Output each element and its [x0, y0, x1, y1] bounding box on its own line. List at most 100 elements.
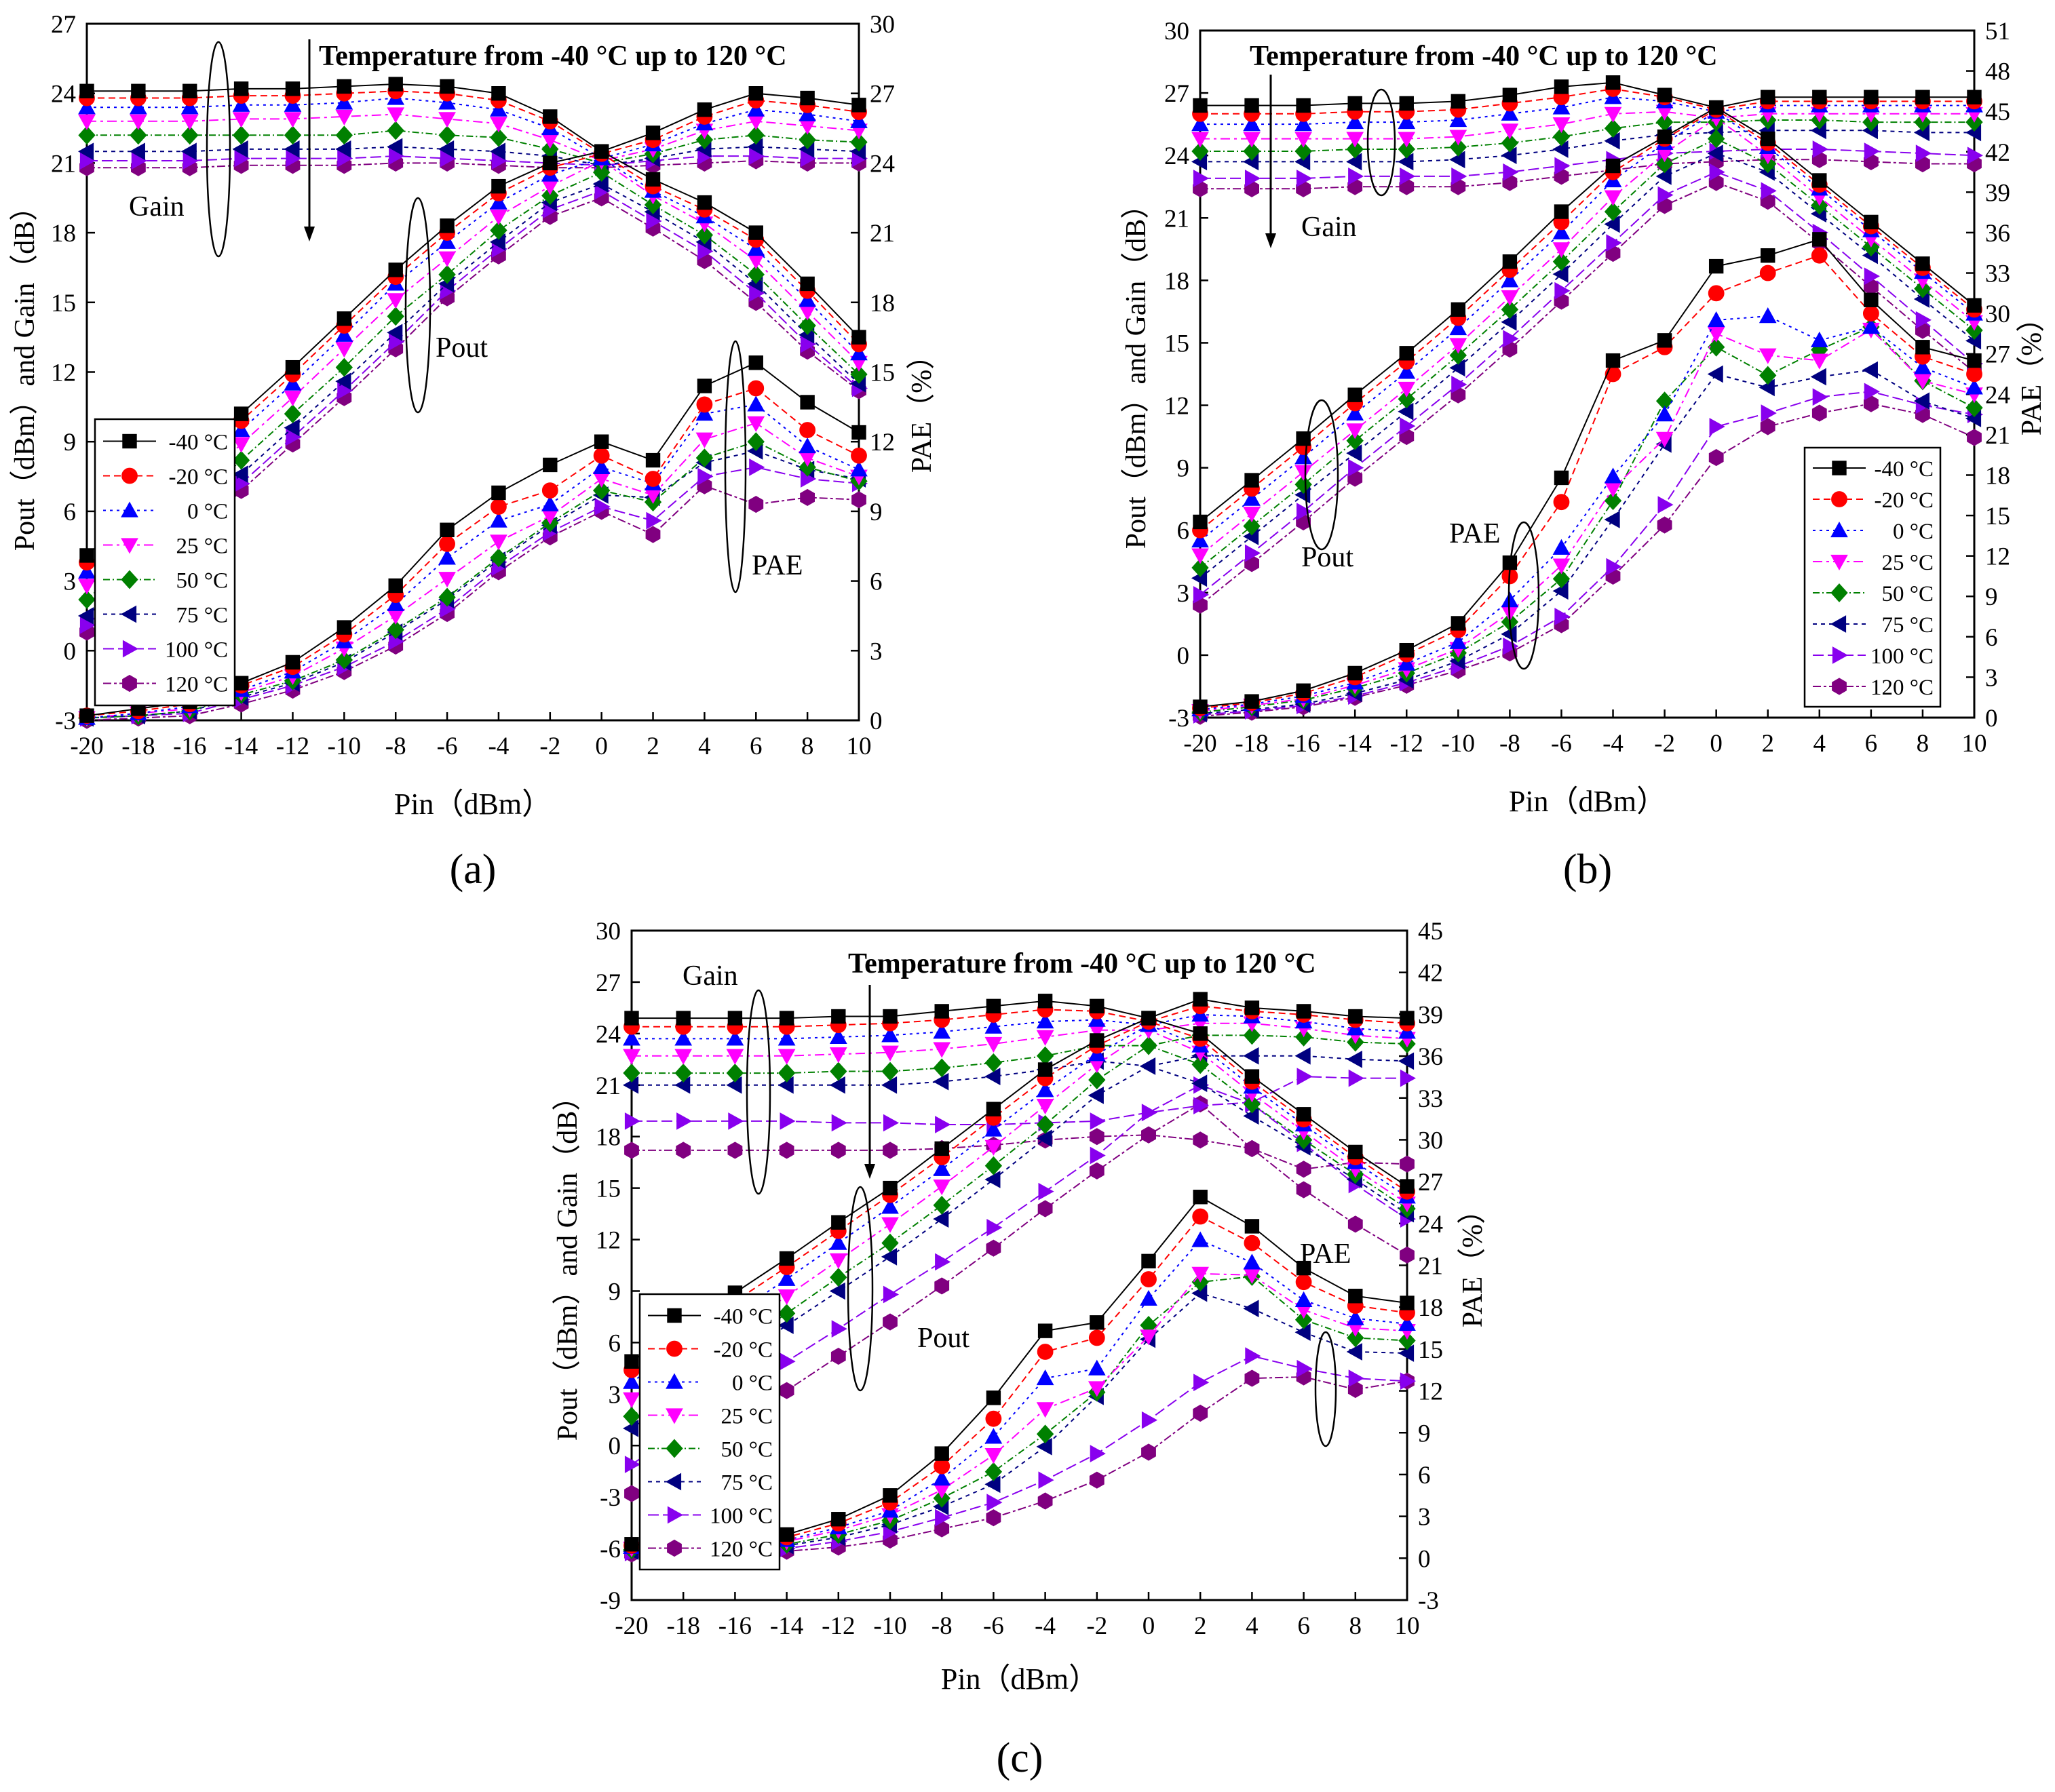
gain-data-point: [1864, 90, 1879, 104]
gain-data-point: [1552, 98, 1571, 115]
gain-data-point: [674, 1030, 693, 1046]
pae-series-line: [1199, 254, 1975, 709]
pout-data-point: [1915, 256, 1930, 271]
pout-series-line: [631, 1024, 1408, 1383]
gain-data-point: [777, 1030, 796, 1046]
gain-data-point: [1191, 142, 1209, 161]
gain-data-point: [676, 1142, 691, 1159]
y-tick-label: 24: [51, 81, 76, 109]
pout-data-point: [233, 406, 249, 421]
gain-data-point: [1193, 98, 1208, 113]
gain-data-point: [1139, 1057, 1156, 1075]
y2-tick-label: 42: [1985, 139, 2010, 167]
pae-data-point: [1036, 1402, 1054, 1418]
pout-data-point: [1090, 1033, 1105, 1048]
panel-b-xlabel: Pin（dBm）: [1509, 785, 1666, 818]
pout-data-point: [881, 1217, 899, 1233]
pae-data-point: [985, 1410, 1002, 1427]
panel-a-legend: -40 °C -20 °C 0 °C 25 °C 50 °C 75 °C 100 °C 120…: [94, 418, 236, 707]
gain-series-line: [87, 97, 860, 159]
gain-data-point: [1449, 111, 1467, 128]
pae-data-point: [1243, 1300, 1259, 1318]
pout-data-point: [1296, 1181, 1311, 1199]
pout-data-point: [1398, 363, 1416, 379]
gain-series-line: [1200, 111, 1974, 140]
legend-label: -40 °C: [169, 431, 228, 455]
gain-data-point: [883, 1114, 900, 1132]
pae-data-point: [800, 395, 815, 410]
pout-data-point: [1244, 544, 1261, 562]
y2-tick-label: 18: [1418, 1294, 1443, 1322]
pout-data-point: [284, 374, 302, 391]
pae-data-point: [1553, 494, 1570, 511]
pae-data-point: [1140, 1271, 1157, 1287]
gain-data-point: [1501, 133, 1519, 153]
legend-swatch-marker: [666, 1439, 683, 1458]
x-tick-label: -12: [276, 733, 309, 760]
pae-data-point: [1297, 1359, 1313, 1378]
pae-data-point: [1244, 1234, 1261, 1251]
gain-data-point: [180, 98, 199, 115]
gain-data-point: [1605, 75, 1621, 90]
y-tick-label: 27: [596, 969, 621, 997]
pout-data-point: [829, 1282, 845, 1300]
gain-data-point: [1347, 96, 1362, 111]
gain-series-line: [87, 155, 859, 166]
gain-data-point: [1296, 1004, 1311, 1019]
panel-a-x-ticks: -20 -18 -16 -14 -12 -10 -8 -6 -4 -2 0 2 4 6 8 10: [70, 712, 872, 760]
pae-data-point: [1914, 374, 1932, 390]
pae-data-point: [1864, 395, 1879, 412]
gain-series-line: [1200, 149, 1975, 179]
pae-data-point: [1347, 1328, 1364, 1348]
pae-data-point: [337, 620, 352, 635]
gain-data-point: [1294, 115, 1312, 132]
gain-data-point: [1449, 130, 1467, 146]
y2-tick-label: 15: [870, 359, 895, 387]
y2-tick-label: 42: [1418, 960, 1443, 988]
panel-b-gain-ellipse: [1366, 88, 1396, 197]
gain-data-point: [78, 114, 96, 130]
pae-data-point: [439, 535, 455, 552]
panel-c-gain-label: Gain: [683, 960, 738, 992]
pout-data-point: [984, 1121, 1003, 1137]
pae-data-point: [1294, 1310, 1313, 1329]
gain-data-point: [674, 1064, 692, 1083]
pae-data-point: [1449, 633, 1467, 649]
pout-data-point: [1657, 129, 1672, 144]
gain-data-point: [1348, 1069, 1364, 1087]
panel-a-pae-ellipse: [724, 340, 747, 593]
gain-data-point: [933, 1058, 950, 1078]
pout-data-point: [1036, 1115, 1054, 1134]
pout-data-point: [695, 225, 714, 245]
pout-data-point: [335, 326, 353, 342]
pae-data-point: [1759, 348, 1777, 364]
gain-data-point: [490, 100, 507, 117]
gain-data-point: [1398, 140, 1415, 159]
legend-label: -20 °C: [714, 1338, 773, 1363]
y2-tick-label: 9: [1985, 583, 1998, 611]
panel-b-gain-label: Gain: [1301, 212, 1357, 243]
pout-data-point: [1400, 1179, 1415, 1194]
pae-data-point: [747, 432, 765, 452]
pout-data-point: [1655, 154, 1674, 174]
pout-data-point: [1089, 1162, 1105, 1180]
pout-data-point: [1449, 319, 1467, 336]
legend-label: 75 °C: [1882, 613, 1934, 638]
legend-label: 75 °C: [721, 1471, 773, 1496]
gain-data-point: [130, 114, 147, 130]
pout-data-point: [829, 1234, 847, 1250]
pout-data-point: [831, 1320, 847, 1338]
pae-data-point: [1036, 1424, 1054, 1444]
gain-data-point: [183, 83, 197, 98]
pae-data-point: [438, 549, 456, 565]
pae-data-point: [388, 578, 403, 593]
pae-data-point: [1552, 539, 1571, 555]
gain-data-point: [1398, 132, 1416, 148]
pae-data-point: [1399, 642, 1414, 658]
panel-b-temperature-arrow-head: [1265, 233, 1276, 248]
panel-c-temperature-arrow-head: [864, 1164, 875, 1179]
pout-data-point: [1606, 234, 1622, 252]
pout-data-point: [1191, 548, 1209, 564]
x-tick-label: -14: [770, 1612, 803, 1640]
y-tick-label: 27: [1164, 80, 1189, 108]
